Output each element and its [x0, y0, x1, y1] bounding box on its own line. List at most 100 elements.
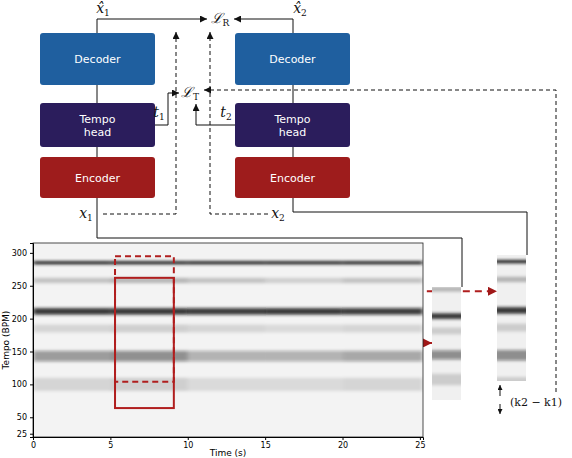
heat-cell: [343, 378, 423, 391]
tick-label: 200: [12, 315, 27, 324]
arrow: [234, 19, 293, 33]
axis-line: [34, 438, 424, 441]
tick-label: 10: [183, 441, 193, 450]
block: [235, 157, 350, 198]
block-label: Encoder: [270, 172, 315, 185]
plot-area: [33, 261, 423, 391]
block: [235, 33, 350, 85]
axis-line: [30, 244, 34, 438]
heat-cell: [33, 308, 110, 315]
block-label: Encoder: [75, 172, 120, 185]
symbol: ℒT: [181, 84, 199, 102]
heat-cell: [110, 378, 187, 391]
heat-cell: [188, 261, 265, 264]
heat-cell: [188, 351, 265, 362]
symbols: x̂1x̂2ℒRℒTt1t2x1x2: [79, 0, 307, 223]
tick-label: 15: [261, 441, 271, 450]
tick-group: 25: [17, 430, 33, 439]
heat-cell: [497, 307, 526, 314]
heat-cell: [432, 374, 461, 385]
symbol-base: x̂: [96, 0, 104, 16]
tick: [30, 253, 33, 254]
block: [40, 33, 155, 85]
crop-thumbnail: [497, 255, 526, 381]
tick-group: 15: [261, 437, 271, 450]
symbol-sub: 2: [301, 8, 307, 18]
plot-background: [33, 243, 423, 437]
heat-cell: [497, 377, 526, 381]
symbol-base: x̂: [293, 0, 301, 16]
symbol: t1: [153, 104, 164, 122]
heat-cell: [265, 308, 342, 315]
block: [40, 103, 155, 147]
heat-cell: [265, 278, 342, 283]
tick-group: 20: [338, 437, 348, 450]
arrow: [196, 104, 235, 125]
heat-cell: [265, 325, 342, 333]
symbol-sub: 1: [159, 112, 165, 122]
block-label: Decoder: [74, 53, 121, 66]
arrow: [97, 19, 207, 33]
tick-group: 100: [12, 380, 33, 389]
annotation: (k2 − k1): [510, 396, 562, 409]
heat-cell: [188, 378, 265, 391]
symbol-base: x: [79, 205, 87, 221]
bands: [33, 261, 423, 391]
symbol: x1: [79, 205, 93, 223]
shift-arrow: [500, 385, 501, 396]
tick-label: 250: [12, 282, 27, 291]
symbol-sub: 1: [104, 8, 110, 18]
tick-group: 250: [12, 282, 33, 291]
heat-cell: [343, 351, 423, 362]
symbol: t2: [220, 104, 231, 122]
tick: [30, 286, 33, 287]
heat-cell: [110, 308, 187, 315]
tick-group: 5: [108, 437, 113, 450]
blocks: DecoderTempoheadEncoderDecoderTempoheadE…: [40, 33, 350, 198]
tick-label: 50: [17, 413, 27, 422]
tick-group: 10: [183, 437, 193, 450]
heat-cell: [432, 350, 461, 359]
tick-label: 0: [31, 441, 36, 450]
tick: [30, 384, 33, 385]
tick: [188, 437, 189, 440]
y-axis-title: Tempo (BPM): [1, 311, 11, 371]
heat-cell: [343, 261, 423, 264]
block: [40, 157, 155, 198]
heat-cell: [33, 261, 110, 264]
heat-cell: [110, 261, 187, 264]
heat-cell: [497, 350, 526, 361]
tick: [30, 352, 33, 353]
tick: [420, 437, 421, 440]
block-label: Decoder: [269, 53, 316, 66]
x-axis-title: Time (s): [209, 448, 247, 458]
symbol-base: x: [271, 205, 279, 221]
heat-cell: [110, 351, 187, 362]
crop-thumbnail: [432, 287, 461, 400]
crops: [115, 256, 174, 408]
block-label: Tempo: [78, 113, 115, 126]
tick-label: 5: [108, 441, 113, 450]
symbol-sub: 2: [226, 112, 232, 122]
symbol-sub: T: [193, 92, 199, 102]
heat-cell: [33, 378, 110, 391]
heat-cell: [497, 260, 526, 263]
heat-cell: [497, 277, 526, 282]
tick: [30, 319, 33, 320]
tick-group: 200: [12, 315, 33, 324]
shift-arrow: [500, 404, 501, 414]
y-axis: 2550100150200250300: [12, 244, 34, 439]
heat-cell: [33, 325, 110, 333]
thumbnail-background: [497, 255, 526, 381]
tick: [30, 417, 33, 418]
symbol: ℒR: [211, 10, 230, 28]
tick: [30, 434, 33, 435]
tick: [110, 437, 111, 440]
tick-group: 50: [17, 413, 33, 422]
plot-frame: [33, 243, 423, 437]
heat-cell: [343, 308, 423, 315]
heat-cell: [33, 351, 110, 362]
tick-label: 150: [12, 348, 27, 357]
tick-group: 25: [415, 437, 425, 450]
heat-cell: [343, 325, 423, 333]
